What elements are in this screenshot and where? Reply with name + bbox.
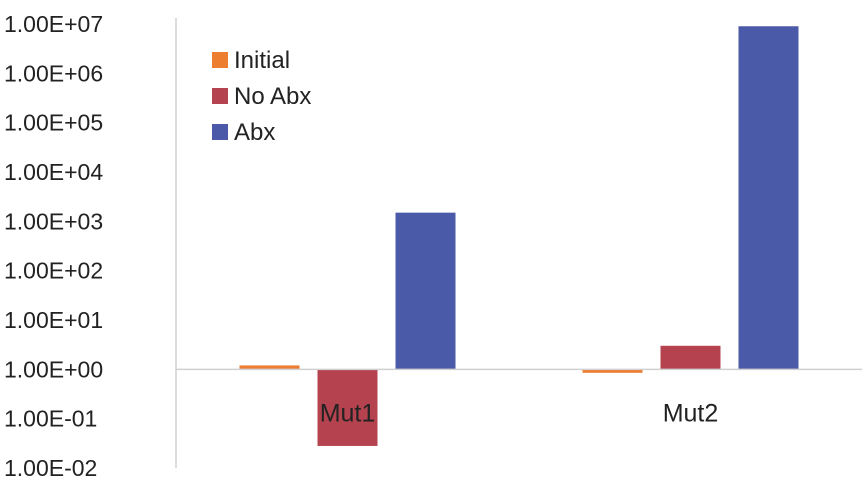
y-axis-ticks: 1.00E-02 1.00E-01 1.00E+00 1.00E+01 1.00E+02… xyxy=(4,11,103,481)
legend: Initial No Abx Abx xyxy=(212,47,311,146)
legend-swatch xyxy=(212,88,228,104)
bar-initial-mut2 xyxy=(582,369,643,373)
y-tick-label: 1.00E+02 xyxy=(4,258,103,284)
bar-abx-mut1 xyxy=(395,212,456,370)
bar-initial-mut1 xyxy=(239,365,300,370)
bars-layer xyxy=(239,26,799,446)
legend-label: Abx xyxy=(234,119,275,146)
category-labels: Mut1 Mut2 xyxy=(320,399,719,427)
bar-abx-mut2 xyxy=(738,26,799,370)
y-tick-label: 1.00E+01 xyxy=(4,307,103,333)
bar-no-abx-mut1 xyxy=(317,369,378,446)
legend-label: No Abx xyxy=(234,83,311,110)
category-label: Mut2 xyxy=(663,399,719,427)
bar-no-abx-mut2 xyxy=(660,345,721,370)
y-tick-label: 1.00E+00 xyxy=(4,356,103,382)
y-tick-label: 1.00E-02 xyxy=(4,455,97,481)
y-tick-label: 1.00E+06 xyxy=(4,60,103,86)
y-tick-label: 1.00E+07 xyxy=(4,11,103,37)
legend-swatch xyxy=(212,124,228,140)
legend-swatch xyxy=(212,52,228,68)
y-tick-label: 1.00E+04 xyxy=(4,159,103,185)
y-tick-label: 1.00E-01 xyxy=(4,406,97,432)
y-tick-label: 1.00E+05 xyxy=(4,110,103,136)
y-tick-label: 1.00E+03 xyxy=(4,208,103,234)
category-label: Mut1 xyxy=(320,399,376,427)
legend-label: Initial xyxy=(234,47,290,74)
